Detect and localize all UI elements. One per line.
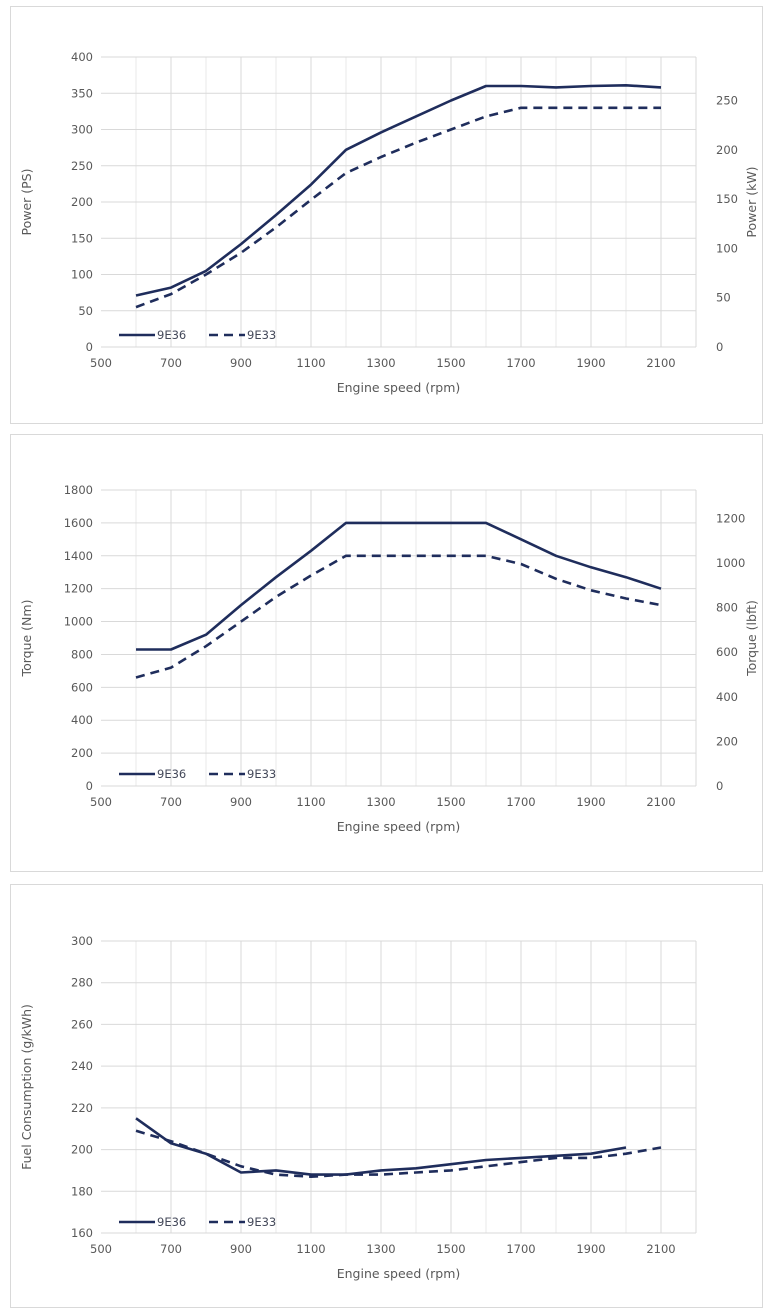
x-tick-label: 500 [90, 1242, 112, 1256]
x-tick-label: 1300 [366, 795, 395, 809]
y-axis-title: Fuel Consumption (g/kWh) [19, 1004, 34, 1170]
legend: 9E36 9E33 [119, 328, 276, 342]
x-tick-label: 2100 [646, 356, 675, 370]
legend: 9E36 9E33 [119, 1215, 276, 1229]
y-right-axis-title: Power (kW) [744, 166, 759, 237]
y-right-tick-label: 600 [716, 645, 738, 659]
legend-label-9e33: 9E33 [247, 1215, 276, 1229]
y-tick-label: 280 [71, 976, 93, 990]
x-tick-label: 500 [90, 795, 112, 809]
x-tick-label: 700 [160, 795, 182, 809]
legend-label-9e33: 9E33 [247, 328, 276, 342]
x-tick-label: 1900 [576, 795, 605, 809]
y-right-tick-label: 1000 [716, 556, 745, 570]
y-right-tick-label: 400 [716, 690, 738, 704]
legend-label-9e36: 9E36 [157, 328, 186, 342]
y-tick-label: 200 [71, 746, 93, 760]
x-axis-title: Engine speed (rpm) [337, 380, 461, 395]
x-tick-label: 500 [90, 356, 112, 370]
y-right-tick-label: 1200 [716, 511, 745, 525]
x-tick-label: 1700 [506, 356, 535, 370]
torque-chart: 0 200 400 600 800 1000 1200 1400 1600 1800 500 700 9… [19, 483, 759, 834]
y-tick-label: 1800 [64, 483, 93, 497]
y-tick-label: 1200 [64, 582, 93, 596]
series-line-9e36 [136, 521, 662, 651]
x-tick-label: 1700 [506, 795, 535, 809]
y-tick-label: 150 [71, 231, 93, 245]
y-tick-label: 1600 [64, 516, 93, 530]
y-tick-label: 800 [71, 647, 93, 661]
x-tick-label: 1700 [506, 1242, 535, 1256]
x-tick-label: 1100 [296, 1242, 325, 1256]
x-tick-label: 900 [230, 795, 252, 809]
y-tick-label: 100 [71, 268, 93, 282]
y-axis-title: Torque (Nm) [19, 600, 34, 678]
y-tick-label: 0 [86, 340, 93, 354]
legend-label-9e36: 9E36 [157, 1215, 186, 1229]
series-line-9e36 [135, 1117, 627, 1176]
x-tick-label: 1100 [296, 795, 325, 809]
y-tick-label: 180 [71, 1184, 93, 1198]
x-tick-label: 1100 [296, 356, 325, 370]
y-right-tick-label: 100 [716, 241, 738, 255]
y-right-tick-label: 800 [716, 601, 738, 615]
y-tick-label: 160 [71, 1226, 93, 1240]
x-tick-label: 1500 [436, 356, 465, 370]
y-right-tick-label: 50 [716, 291, 731, 305]
y-tick-label: 600 [71, 680, 93, 694]
y-tick-label: 400 [71, 713, 93, 727]
legend-label-9e33: 9E33 [247, 767, 276, 781]
torque-chart-panel: 0 200 400 600 800 1000 1200 1400 1600 1800 500 700 9… [10, 434, 763, 872]
power-chart-panel: 0 50 100 150 200 250 300 350 400 500 700 900 1100 130… [10, 6, 763, 424]
fuel-consumption-chart: 160 180 200 220 240 260 280 300 500 700 900 1100 130… [19, 934, 697, 1281]
y-right-axis-title: Torque (lbft) [744, 600, 759, 677]
y-tick-label: 220 [71, 1101, 93, 1115]
legend: 9E36 9E33 [119, 767, 276, 781]
legend-label-9e36: 9E36 [157, 767, 186, 781]
y-tick-label: 350 [71, 86, 93, 100]
gridlines [101, 56, 697, 348]
x-tick-label: 1300 [366, 356, 395, 370]
x-tick-label: 900 [230, 1242, 252, 1256]
series-line-9e33 [135, 106, 661, 309]
y-tick-label: 1400 [64, 549, 93, 563]
x-tick-label: 1900 [576, 356, 605, 370]
y-right-tick-label: 200 [716, 734, 738, 748]
x-tick-label: 900 [230, 356, 252, 370]
series-line-9e36 [135, 84, 662, 297]
y-tick-label: 200 [71, 195, 93, 209]
x-axis-title: Engine speed (rpm) [337, 819, 461, 834]
x-tick-label: 2100 [646, 795, 675, 809]
x-tick-label: 1300 [366, 1242, 395, 1256]
x-tick-label: 700 [160, 1242, 182, 1256]
y-tick-label: 50 [78, 304, 93, 318]
x-tick-label: 2100 [646, 1242, 675, 1256]
y-right-tick-label: 250 [716, 94, 738, 108]
y-tick-label: 1000 [64, 615, 93, 629]
gridlines [101, 489, 697, 787]
x-tick-label: 1500 [436, 1242, 465, 1256]
x-tick-label: 700 [160, 356, 182, 370]
y-tick-label: 250 [71, 159, 93, 173]
gridlines [101, 940, 697, 1234]
y-tick-label: 300 [71, 934, 93, 948]
x-axis-title: Engine speed (rpm) [337, 1266, 461, 1281]
y-tick-label: 0 [86, 779, 93, 793]
y-tick-label: 240 [71, 1059, 93, 1073]
y-tick-label: 260 [71, 1017, 93, 1031]
y-axis-title: Power (PS) [19, 169, 34, 236]
fuel-consumption-chart-panel: 160 180 200 220 240 260 280 300 500 700 900 1100 130… [10, 884, 763, 1308]
series-line-9e33 [135, 1129, 662, 1179]
y-tick-label: 400 [71, 50, 93, 64]
y-right-tick-label: 150 [716, 192, 738, 206]
x-tick-label: 1500 [436, 795, 465, 809]
x-tick-label: 1900 [576, 1242, 605, 1256]
y-right-tick-label: 0 [716, 340, 723, 354]
y-right-tick-label: 200 [716, 143, 738, 157]
series-line-9e33 [135, 554, 662, 679]
y-tick-label: 300 [71, 123, 93, 137]
y-right-tick-label: 0 [716, 779, 723, 793]
y-tick-label: 200 [71, 1143, 93, 1157]
